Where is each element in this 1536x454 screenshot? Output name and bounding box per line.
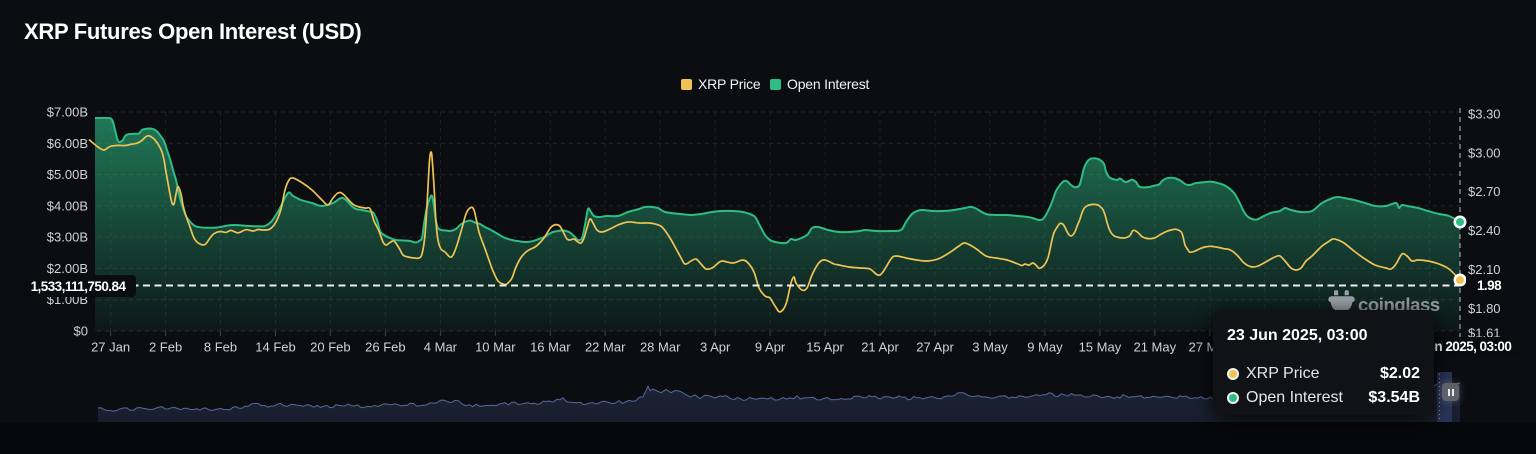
svg-text:2 Feb: 2 Feb (149, 340, 182, 355)
svg-text:21 May: 21 May (1133, 340, 1176, 355)
svg-text:10 Mar: 10 Mar (475, 340, 516, 355)
svg-text:$6.00B: $6.00B (47, 136, 88, 151)
svg-text:28 Mar: 28 Mar (640, 340, 681, 355)
svg-text:20 Feb: 20 Feb (310, 340, 350, 355)
svg-text:15 Apr: 15 Apr (806, 340, 844, 355)
svg-text:$1.61: $1.61 (1468, 325, 1501, 340)
svg-text:21 Apr: 21 Apr (861, 340, 899, 355)
svg-text:$3.30: $3.30 (1468, 107, 1501, 122)
svg-text:1.98: 1.98 (1477, 278, 1502, 293)
svg-text:$1.80: $1.80 (1468, 301, 1501, 316)
svg-text:$4.00B: $4.00B (47, 198, 88, 213)
svg-text:$7.00B: $7.00B (47, 105, 88, 120)
svg-text:$2.00B: $2.00B (47, 261, 88, 276)
svg-text:22 Mar: 22 Mar (585, 340, 626, 355)
svg-text:14 Feb: 14 Feb (255, 340, 295, 355)
svg-text:26 Feb: 26 Feb (365, 340, 405, 355)
svg-text:16 Mar: 16 Mar (530, 340, 571, 355)
svg-text:$0: $0 (74, 324, 88, 339)
svg-text:3 May: 3 May (972, 340, 1008, 355)
svg-text:coinglass: coinglass (1358, 294, 1440, 315)
svg-text:1,533,111,750.84: 1,533,111,750.84 (31, 279, 127, 294)
svg-text:$5.00B: $5.00B (47, 167, 88, 182)
svg-text:$2.10: $2.10 (1468, 262, 1501, 277)
svg-text:8 Feb: 8 Feb (204, 340, 237, 355)
svg-text:9 Apr: 9 Apr (755, 340, 786, 355)
svg-text:15 May: 15 May (1079, 340, 1122, 355)
svg-text:4 Mar: 4 Mar (424, 340, 458, 355)
svg-text:$3.00B: $3.00B (47, 230, 88, 245)
svg-text:$2.70: $2.70 (1468, 184, 1501, 199)
svg-text:27 Apr: 27 Apr (916, 340, 954, 355)
svg-text:9 May: 9 May (1027, 340, 1063, 355)
svg-text:$2.40: $2.40 (1468, 223, 1501, 238)
svg-text:27 Jan: 27 Jan (91, 340, 130, 355)
svg-text:3 Apr: 3 Apr (700, 340, 731, 355)
svg-text:$3.00: $3.00 (1468, 145, 1501, 160)
